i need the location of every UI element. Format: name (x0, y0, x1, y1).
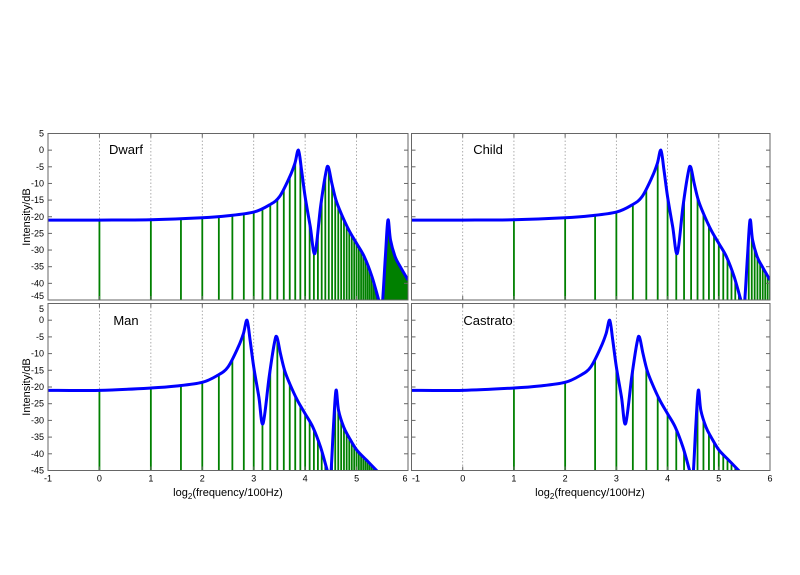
y-tick-label: -5 (36, 162, 44, 172)
y-tick-label: -15 (31, 365, 44, 375)
y-tick-label: 0 (39, 145, 44, 155)
y-tick-label: -20 (31, 212, 44, 222)
y-tick-label: -25 (31, 228, 44, 238)
y-tick-label: -5 (36, 332, 44, 342)
x-tick-label: -1 (412, 474, 420, 484)
x-axis-label-right: log2(frequency/100Hz) (535, 487, 645, 501)
panels-group: 50-5-10-15-20-25-30-35-40-45-1 0 1 2 3 4 5 650-… (31, 129, 773, 484)
x-axis-label-left: log2(frequency/100Hz) (173, 487, 283, 501)
plot-background (48, 303, 408, 471)
y-axis-label-top: Intensity/dB (21, 188, 33, 245)
y-tick-label: -10 (31, 349, 44, 359)
y-tick-label: -30 (31, 245, 44, 255)
y-tick-label: -35 (31, 432, 44, 442)
panel-dwarf: 5 0 -5 -10 -15 -20 -25 -30 -35 -40 -45 (31, 129, 409, 301)
y-tick-label: -20 (31, 382, 44, 392)
y-tick-label: -25 (31, 399, 44, 409)
plot-background (411, 303, 770, 471)
x-tick-label: 6 (402, 474, 407, 484)
y-axis-label-bottom: Intensity/dB (21, 358, 33, 415)
spectral-envelope-line (48, 148, 408, 300)
panel-title-castrato: Castrato (463, 313, 512, 328)
x-tick-label: 5 (354, 474, 359, 484)
x-tick-label: 0 (460, 474, 465, 484)
panel-man: -1 0 1 2 3 4 5 650-5-10-15-20-25-30-35-40-45 (31, 303, 409, 484)
panel-castrato: -1 0 1 2 3 4 5 6 (411, 303, 773, 484)
spectral-envelope-line (411, 318, 741, 471)
x-tick-label: 4 (665, 474, 670, 484)
x-tick-label: 0 (97, 474, 102, 484)
x-tick-label: 5 (716, 474, 721, 484)
panel-title-dwarf: Dwarf (109, 142, 143, 157)
harmonic-stems (98, 162, 408, 300)
panel-title-man: Man (113, 313, 138, 328)
x-tick-label: 1 (511, 474, 516, 484)
x-tick-label: -1 (44, 474, 52, 484)
x-tick-label: 4 (303, 474, 308, 484)
y-tick-label: -10 (31, 178, 44, 188)
spectral-envelope-line (411, 148, 770, 300)
x-tick-label: 3 (251, 474, 256, 484)
y-tick-label: -40 (31, 449, 44, 459)
y-tick-label: -40 (31, 278, 44, 288)
y-tick-label: 0 (39, 315, 44, 325)
y-tick-label: -45 (31, 466, 44, 476)
x-tick-label: 2 (563, 474, 568, 484)
y-tick-label: -45 (31, 291, 44, 301)
x-tick-label: 6 (767, 474, 772, 484)
y-tick-label: -15 (31, 195, 44, 205)
panel-child (411, 133, 771, 301)
x-tick-label: 3 (614, 474, 619, 484)
spectral-envelope-line (48, 318, 379, 471)
y-tick-label: 5 (39, 304, 44, 314)
panel-title-child: Child (473, 142, 503, 157)
x-tick-label: 2 (200, 474, 205, 484)
harmonic-stems (513, 358, 737, 471)
x-tick-label: 1 (148, 474, 153, 484)
y-tick-label: -30 (31, 415, 44, 425)
y-tick-label: -35 (31, 262, 44, 272)
y-tick-label: 5 (39, 129, 44, 139)
